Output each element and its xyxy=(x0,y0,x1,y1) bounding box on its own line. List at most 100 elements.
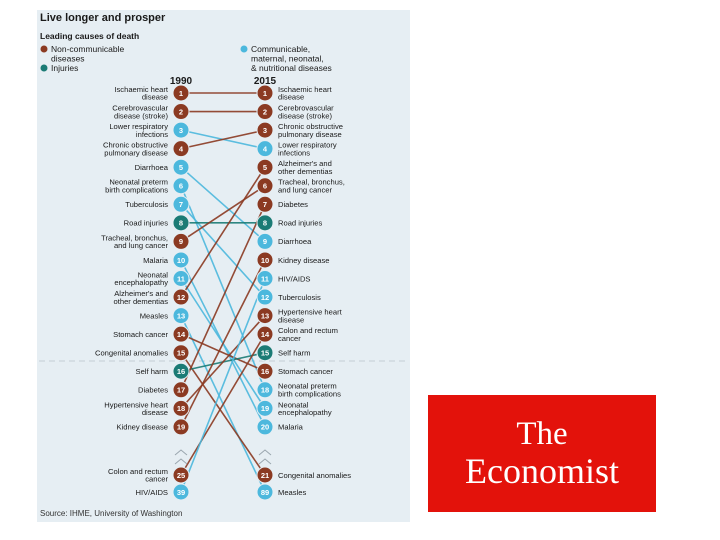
rank-circle xyxy=(256,177,274,195)
right-label-diabetes: Diabetes xyxy=(278,200,308,209)
left-label-neonatal-encephalopathy: Neonatal encephalopathy xyxy=(114,270,168,287)
rank-circle xyxy=(256,84,274,102)
left-label-tracheal-bronchus-and-lung-cancer: Tracheal, bronchus, and lung cancer xyxy=(101,233,168,250)
link-kidney-disease xyxy=(180,259,266,428)
rank-circle xyxy=(172,103,190,121)
right-label-self-harm: Self harm xyxy=(278,349,311,358)
left-rank-dot-13: 13 xyxy=(172,307,190,325)
right-label-congenital-anomalies: Congenital anomalies xyxy=(278,471,351,480)
rank-circle xyxy=(172,270,190,287)
axis-break-marks xyxy=(174,449,272,465)
link-hiv-aids xyxy=(180,278,266,493)
right-rank-dot-15: 15 xyxy=(256,344,274,362)
rank-number: 5 xyxy=(179,163,183,172)
left-label-tuberculosis: Tuberculosis xyxy=(125,200,168,209)
left-rank-dot-7: 7 xyxy=(172,195,190,213)
left-label-hiv-aids: HIV/AIDS xyxy=(136,488,169,497)
legend-item-non-communicable-diseases: Non-communicable diseases xyxy=(40,44,124,64)
rank-circle xyxy=(256,399,274,417)
rank-number: 15 xyxy=(261,349,269,358)
left-rank-dot-5: 5 xyxy=(172,158,190,176)
right-rank-dot-3: 3 xyxy=(256,121,274,139)
rank-number: 4 xyxy=(179,144,184,153)
rank-number: 14 xyxy=(261,330,270,339)
rank-circle xyxy=(172,381,190,399)
left-label-ischaemic-heart-disease: Ischaemic heart disease xyxy=(114,85,168,102)
rank-circle xyxy=(256,158,274,176)
rank-circle xyxy=(172,466,190,484)
logo-line-2: Economist xyxy=(465,451,619,491)
rank-number: 6 xyxy=(263,182,267,191)
rank-number: 7 xyxy=(263,200,267,209)
rank-circle xyxy=(172,288,190,306)
chart-panel: Live longer and prosper Leading causes o… xyxy=(37,10,410,522)
right-label-kidney-disease: Kidney disease xyxy=(278,256,330,265)
right-label-lower-respiratory-infections: Lower respiratory infections xyxy=(278,141,337,158)
left-rank-dot-16: 16 xyxy=(172,362,190,380)
right-rank-dot-14: 14 xyxy=(256,325,274,343)
right-label-road-injuries: Road injuries xyxy=(278,219,323,228)
left-rank-dot-14: 14 xyxy=(172,325,190,343)
rank-circle xyxy=(256,466,274,484)
source-note: Source: IHME, University of Washington xyxy=(40,509,182,518)
left-label-road-injuries: Road injuries xyxy=(124,219,169,228)
rank-circle xyxy=(172,325,190,343)
rank-circle xyxy=(256,288,274,306)
rank-circle xyxy=(172,251,190,269)
rank-number: 12 xyxy=(261,293,269,302)
rank-number: 7 xyxy=(179,200,183,209)
link-congenital-anomalies xyxy=(180,352,266,476)
rank-circle xyxy=(256,251,274,269)
rank-circle xyxy=(256,483,274,501)
left-rank-dot-39: 39 xyxy=(172,483,190,501)
left-label-hypertensive-heart-disease: Hypertensive heart disease xyxy=(104,400,169,417)
right-rank-dot-11: 11 xyxy=(256,270,274,287)
rank-number: 4 xyxy=(263,144,268,153)
rank-circle xyxy=(172,140,190,158)
right-rank-dot-10: 10 xyxy=(256,251,274,269)
legend-label: Non-communicable diseases xyxy=(51,44,124,64)
link-diarrhoea xyxy=(180,166,266,242)
right-rank-dot-1: 1 xyxy=(256,84,274,102)
rank-number: 21 xyxy=(261,471,269,480)
rank-circle xyxy=(172,214,190,232)
left-label-neonatal-preterm-birth-complications: Neonatal preterm birth complications xyxy=(105,178,168,195)
left-label-cerebrovascular-disease-stroke: Cerebrovascular disease (stroke) xyxy=(112,103,168,120)
rank-circle xyxy=(172,418,190,436)
rank-circle xyxy=(256,232,274,250)
slope-chart: Live longer and prosper Leading causes o… xyxy=(39,12,408,518)
rank-circle xyxy=(172,195,190,213)
left-rank-dot-2: 2 xyxy=(172,103,190,121)
link-tuberculosis xyxy=(180,203,266,298)
rank-circle xyxy=(172,84,190,102)
link-tracheal-bronchus-and-lung-cancer xyxy=(180,185,266,243)
right-rank-dot-21: 21 xyxy=(256,466,274,484)
column-header-2015: 2015 xyxy=(254,76,277,87)
rank-number: 5 xyxy=(263,163,267,172)
link-diabetes xyxy=(180,203,266,391)
left-label-chronic-obstructive-pulmonary-disease: Chronic obstructive pulmonary disease xyxy=(103,141,168,158)
right-rank-dot-16: 16 xyxy=(256,362,274,380)
rank-circle xyxy=(256,362,274,380)
right-label-tuberculosis: Tuberculosis xyxy=(278,293,321,302)
rank-circle xyxy=(256,325,274,343)
left-rank-dot-12: 12 xyxy=(172,288,190,306)
left-rank-dot-4: 4 xyxy=(172,140,190,158)
right-rank-dot-4: 4 xyxy=(256,140,274,158)
right-label-diarrhoea: Diarrhoea xyxy=(278,237,312,246)
left-rank-dot-19: 19 xyxy=(172,418,190,436)
rank-number: 9 xyxy=(179,237,183,246)
rank-number: 2 xyxy=(179,107,183,116)
rank-circle xyxy=(172,362,190,380)
rank-circle xyxy=(256,418,274,436)
legend-item-communicable-maternal-neonatal: Communicable, maternal, neonatal, & nutrit… xyxy=(240,44,332,73)
right-rank-dot-20: 20 xyxy=(256,418,274,436)
rank-number: 16 xyxy=(177,367,185,376)
right-label-tracheal-bronchus-and-lung-cancer: Tracheal, bronchus, and lung cancer xyxy=(278,178,345,195)
legend-label: Injuries xyxy=(51,63,78,73)
right-rank-dot-2: 2 xyxy=(256,103,274,121)
axis-break-mark xyxy=(258,449,272,456)
rank-circle xyxy=(256,270,274,287)
right-label-stomach-cancer: Stomach cancer xyxy=(278,367,333,376)
right-label-chronic-obstructive-pulmonary-disease: Chronic obstructive pulmonary disease xyxy=(278,122,343,139)
